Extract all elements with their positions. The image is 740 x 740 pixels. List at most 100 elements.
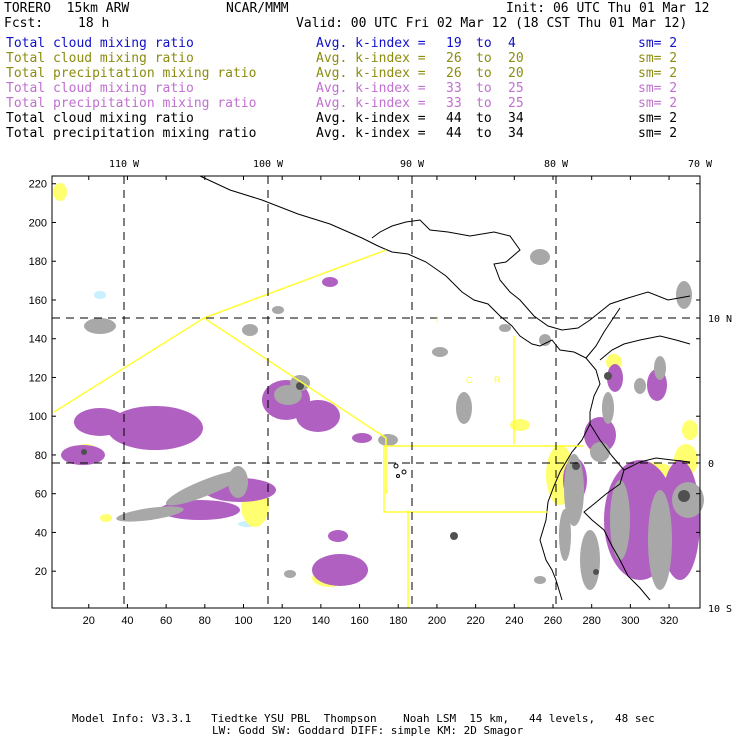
footer-model-info: Model Info: V3.3.1 Tiedtke YSU PBL Thomp… <box>72 712 655 725</box>
legend-index-label: Avg. k-index = <box>316 126 426 141</box>
map-frame <box>51 175 701 609</box>
y-tick-label: 200 <box>29 217 47 229</box>
x-tick-label: 320 <box>660 615 678 627</box>
y-tick-label: 180 <box>29 256 47 268</box>
y-tick-label: 20 <box>35 566 47 578</box>
caribbean-coast <box>371 219 691 331</box>
andes-border <box>583 423 651 601</box>
y-tick-label: 60 <box>35 489 47 501</box>
legend-range-to: to <box>476 111 492 126</box>
longitude-label: 70 W <box>688 159 713 170</box>
yellow-shading <box>53 183 698 587</box>
longitude-label: 100 W <box>253 159 284 170</box>
x-tick-label: 60 <box>160 615 172 627</box>
footer-physics-info: LW: Godd SW: Goddard DIFF: simple KM: 2D… <box>212 724 524 737</box>
south-america-coast <box>539 351 601 601</box>
center-label: NCAR/MMM <box>226 1 289 16</box>
legend-range-start: 44 <box>446 126 462 141</box>
x-tick-label: 260 <box>544 615 562 627</box>
x-tick-label: 240 <box>505 615 523 627</box>
x-tick-label: 40 <box>121 615 133 627</box>
legend-smoothing: sm= 2 <box>638 96 678 111</box>
y-tick-label: 120 <box>29 372 47 384</box>
longitude-label: 90 W <box>400 159 425 170</box>
x-tick-label: 280 <box>582 615 600 627</box>
legend-range-to: to <box>476 36 492 51</box>
colombia-border <box>585 307 621 359</box>
init-time: Init: 06 UTC Thu 01 Mar 12 <box>506 1 710 16</box>
legend-field: Total cloud mixing ratio <box>6 111 194 126</box>
legend-range-to: to <box>476 126 492 141</box>
legend-range-start: 26 <box>446 66 462 81</box>
galapagos-island <box>396 474 400 478</box>
x-tick-label: 300 <box>621 615 639 627</box>
legend-smoothing: sm= 2 <box>638 126 678 141</box>
legend-field: Total cloud mixing ratio <box>6 51 194 66</box>
legend-smoothing: sm= 2 <box>638 66 678 81</box>
y-tick-label: 140 <box>29 334 47 346</box>
legend-range-end: 20 <box>508 66 524 81</box>
legend-range-to: to <box>476 51 492 66</box>
legend-index-label: Avg. k-index = <box>316 36 426 51</box>
legend-range-end: 25 <box>508 96 524 111</box>
legend-range-end: 4 <box>508 36 516 51</box>
legend-row: Total precipitation mixing ratio Avg. k-i… <box>6 66 736 81</box>
x-tick-label: 160 <box>350 615 368 627</box>
x-tick-label: 80 <box>199 615 211 627</box>
legend-index-label: Avg. k-index = <box>316 51 426 66</box>
coastlines <box>199 175 691 601</box>
region-label-r: R <box>494 375 501 385</box>
legend-row: Total precipitation mixing ratio Avg. k-i… <box>6 96 736 111</box>
legend-smoothing: sm= 2 <box>638 36 678 51</box>
outer-domain-outline-top <box>203 249 387 319</box>
legend-field: Total precipitation mixing ratio <box>6 126 257 141</box>
brazil-border <box>599 335 691 471</box>
legend-row: Total cloud mixing ratio Avg. k-index = 44… <box>6 111 736 126</box>
legend-range-end: 34 <box>508 126 524 141</box>
legend-row: Total cloud mixing ratio Avg. k-index = 33… <box>6 81 736 96</box>
dark-core-shading <box>81 372 690 575</box>
legend-range-end: 34 <box>508 111 524 126</box>
legend-index-label: Avg. k-index = <box>316 66 426 81</box>
outer-domain-outline <box>53 317 387 494</box>
x-tick-label: 220 <box>466 615 484 627</box>
legend-range-end: 20 <box>508 51 524 66</box>
latitude-label: 0 <box>708 459 714 470</box>
legend-range-start: 33 <box>446 96 462 111</box>
latitude-label: 10 N <box>708 314 732 325</box>
legend-smoothing: sm= 2 <box>638 51 678 66</box>
legend-range-start: 44 <box>446 111 462 126</box>
longitude-label: 110 W <box>109 159 140 170</box>
legend-range-start: 33 <box>446 81 462 96</box>
valid-time: Valid: 00 UTC Fri 02 Mar 12 (18 CST Thu … <box>296 16 688 31</box>
gray-shading <box>84 249 704 590</box>
x-tick-label: 100 <box>234 615 252 627</box>
legend-row: Total precipitation mixing ratio Avg. k-i… <box>6 126 736 141</box>
domain-outlines <box>53 249 584 608</box>
legend-smoothing: sm= 2 <box>638 111 678 126</box>
forecast-hour: 18 h <box>78 16 110 31</box>
model-title: TORERO 15km ARW <box>4 1 130 16</box>
longitude-label: 80 W <box>544 159 569 170</box>
y-tick-label: 40 <box>35 527 47 539</box>
legend-range-to: to <box>476 81 492 96</box>
latitude-label: 10 S <box>708 604 732 615</box>
region-label-c: C <box>466 375 473 385</box>
legend-smoothing: sm= 2 <box>638 81 678 96</box>
legend-index-label: Avg. k-index = <box>316 81 426 96</box>
gridlines <box>52 176 700 608</box>
legend-range-to: to <box>476 66 492 81</box>
galapagos-island <box>393 463 399 469</box>
legend-field: Total precipitation mixing ratio <box>6 96 257 111</box>
x-tick-label: 180 <box>389 615 407 627</box>
legend-range-end: 25 <box>508 81 524 96</box>
legend-row: Total cloud mixing ratio Avg. k-index = 19… <box>6 36 736 51</box>
legend-range-start: 26 <box>446 51 462 66</box>
galapagos-island <box>401 469 407 475</box>
legend-index-label: Avg. k-index = <box>316 111 426 126</box>
legend-range-start: 19 <box>446 36 462 51</box>
y-tick-label: 220 <box>29 179 47 191</box>
legend-index-label: Avg. k-index = <box>316 96 426 111</box>
x-tick-label: 140 <box>312 615 330 627</box>
